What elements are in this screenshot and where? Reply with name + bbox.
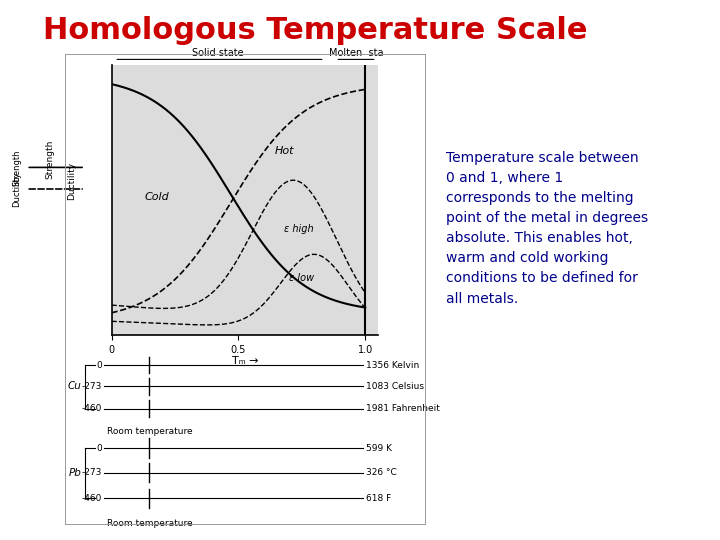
Text: 326 °C: 326 °C — [366, 468, 397, 477]
Text: ε high: ε high — [284, 224, 314, 234]
Text: Temperature scale between
0 and 1, where 1
corresponds to the melting
point of t: Temperature scale between 0 and 1, where… — [446, 151, 649, 306]
Text: Ductility: Ductility — [67, 162, 76, 200]
Text: -460: -460 — [81, 494, 102, 503]
Text: Cu: Cu — [68, 381, 82, 391]
Text: Strength: Strength — [46, 140, 55, 179]
Text: Molten  sta: Molten sta — [330, 48, 384, 58]
Text: Room temperature: Room temperature — [107, 427, 192, 436]
Text: 618 F: 618 F — [366, 494, 391, 503]
Text: Strength: Strength — [12, 149, 21, 186]
Text: 0: 0 — [96, 444, 102, 453]
Text: Hot: Hot — [274, 146, 294, 156]
Text: Cold: Cold — [145, 192, 170, 202]
X-axis label: Tₘ →: Tₘ → — [232, 356, 258, 366]
Text: -273: -273 — [81, 382, 102, 390]
Text: 1083 Celsius: 1083 Celsius — [366, 382, 424, 390]
Text: Room temperature: Room temperature — [107, 519, 192, 529]
Text: 1981 Fahrenheit: 1981 Fahrenheit — [366, 404, 440, 413]
Text: -460: -460 — [81, 404, 102, 413]
Text: Pb: Pb — [68, 468, 81, 477]
Text: Ductility: Ductility — [12, 171, 21, 207]
Text: Homologous Temperature Scale: Homologous Temperature Scale — [43, 16, 588, 45]
Text: ε low: ε low — [289, 273, 315, 283]
Text: 1356 Kelvin: 1356 Kelvin — [366, 361, 419, 369]
Text: 0: 0 — [96, 361, 102, 369]
Text: Solid state: Solid state — [192, 48, 244, 58]
Text: -273: -273 — [81, 468, 102, 477]
Text: 599 K: 599 K — [366, 444, 392, 453]
